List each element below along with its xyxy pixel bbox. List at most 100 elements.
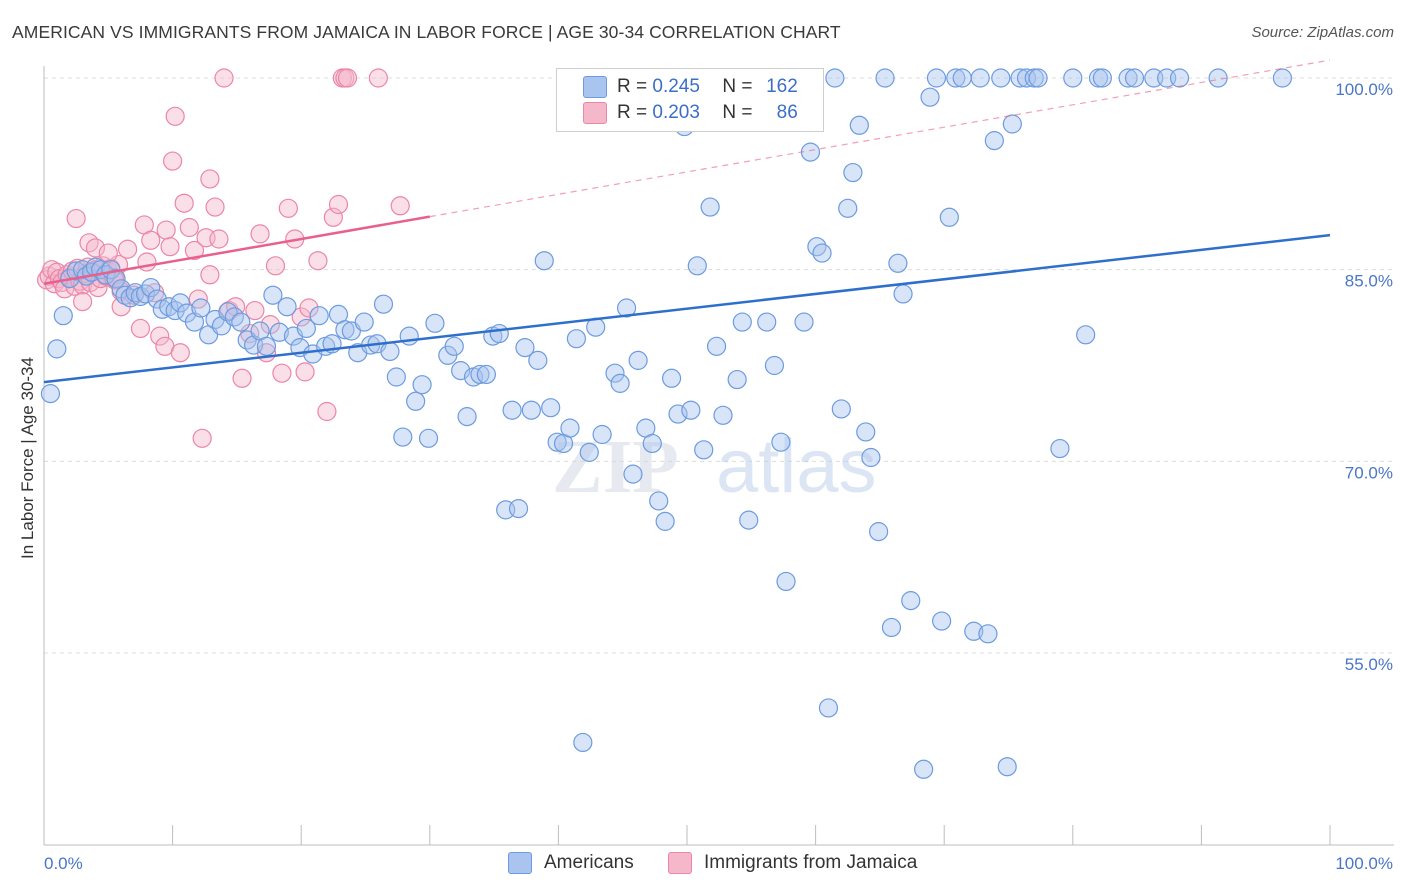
americans-point [399,326,419,346]
americans-point [425,313,445,333]
americans-point [807,237,827,257]
jamaica-point [150,326,170,346]
americans-point [694,440,714,460]
y-tick-label: 85.0% [1345,272,1393,291]
jamaica-point [192,428,212,448]
americans-point [277,297,297,317]
jamaica-trend-line [43,215,431,285]
americans-point [1092,68,1112,88]
americans-point [224,307,244,327]
americans-point [296,318,316,339]
americans-point [106,269,126,289]
americans-point [849,115,869,135]
americans-point [732,312,752,332]
americans-point [739,510,759,530]
americans-point [888,253,908,273]
jamaica-point [184,240,205,261]
watermark-atlas: atlas [716,424,877,509]
americans-point [170,293,190,313]
americans-point [812,243,832,263]
americans-point [1002,114,1022,134]
americans-point [881,617,902,638]
bottom-swatch-americans [508,852,532,874]
americans-point [727,369,747,390]
americans-point [794,312,814,332]
americans-point [592,424,612,445]
americans-point [649,491,669,511]
americans-point [875,68,895,88]
jamaica-point [317,401,337,422]
americans-point [605,363,625,383]
americans-point [47,339,67,359]
x-tick-label-max: 100.0% [1335,854,1393,873]
y-axis-title: In Labor Force | Age 30-34 [18,357,37,559]
americans-point [380,341,400,362]
jamaica-point [245,300,265,321]
jamaica-point [390,196,410,216]
x-tick-label-min: 0.0% [44,854,83,873]
legend-swatch-jamaica [583,102,607,124]
americans-point [412,375,432,395]
jamaica-point [66,208,86,229]
americans-point [335,320,355,340]
trend-lines [43,59,1331,384]
jamaica-point [299,298,319,318]
americans-point [843,162,863,183]
americans-point [53,306,73,326]
jamaica-point [79,233,99,253]
americans-point [838,198,858,218]
americans-point [984,131,1004,151]
americans-point [1016,68,1037,88]
jamaica-point [232,368,252,388]
americans-point [661,368,682,388]
tick-labels: 55.0% 70.0% 85.0% 100.0% 0.0% 100.0% [44,80,1393,873]
americans-point [687,256,707,276]
americans-point [964,621,984,641]
bottom-swatch-jamaica [668,852,692,874]
americans-point [141,277,161,298]
americans-point [66,261,86,281]
americans-point [818,698,839,718]
americans-point [970,68,990,88]
americans-point [231,312,251,332]
legend-n-value-jamaica: 86 [776,102,798,123]
americans-point [309,306,329,326]
americans-point [1124,68,1145,88]
jamaica-point [265,256,286,276]
americans-point [191,298,211,318]
americans-point [147,289,167,309]
americans-point [386,367,406,387]
jamaica-point [156,220,176,240]
americans-point [256,336,277,356]
americans-point [856,422,876,442]
jamaica-point [174,193,194,213]
legend-r-value-jamaica: 0.203 [652,102,700,123]
americans-point [547,432,567,452]
bottom-legend-americans: Americans [508,852,634,874]
americans-point [681,400,701,420]
legend-row-americans: R = 0.245 N = 162 [583,74,798,100]
americans-point [489,323,509,344]
americans-point [700,197,720,217]
americans-point [771,432,791,452]
y-tick-label: 70.0% [1345,463,1393,482]
bottom-legend-jamaica-label: Immigrants from Jamaica [704,852,918,873]
americans-trend-line [43,233,1331,384]
americans-point [573,732,593,753]
jamaica-point [72,292,93,312]
americans-point [655,511,675,531]
americans-point [713,405,733,425]
americans-point [85,257,106,277]
americans-point [263,285,283,305]
americans-point [218,302,238,322]
jamaica-point [272,363,292,383]
americans-point [932,611,952,631]
americans-point [1208,68,1228,88]
americans-point [418,428,439,448]
jamaica-point [98,243,118,263]
americans-point [1169,68,1190,88]
bottom-legend-jamaica: Immigrants from Jamaica [668,852,917,874]
jamaica-point [368,68,388,88]
americans-point [825,68,845,88]
americans-point [541,398,561,418]
